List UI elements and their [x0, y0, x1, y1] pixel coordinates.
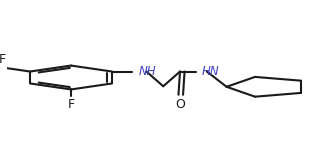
Text: F: F — [67, 98, 75, 111]
Text: NH: NH — [139, 65, 156, 78]
Text: HN: HN — [201, 65, 219, 78]
Text: F: F — [0, 53, 6, 66]
Text: O: O — [175, 98, 185, 111]
